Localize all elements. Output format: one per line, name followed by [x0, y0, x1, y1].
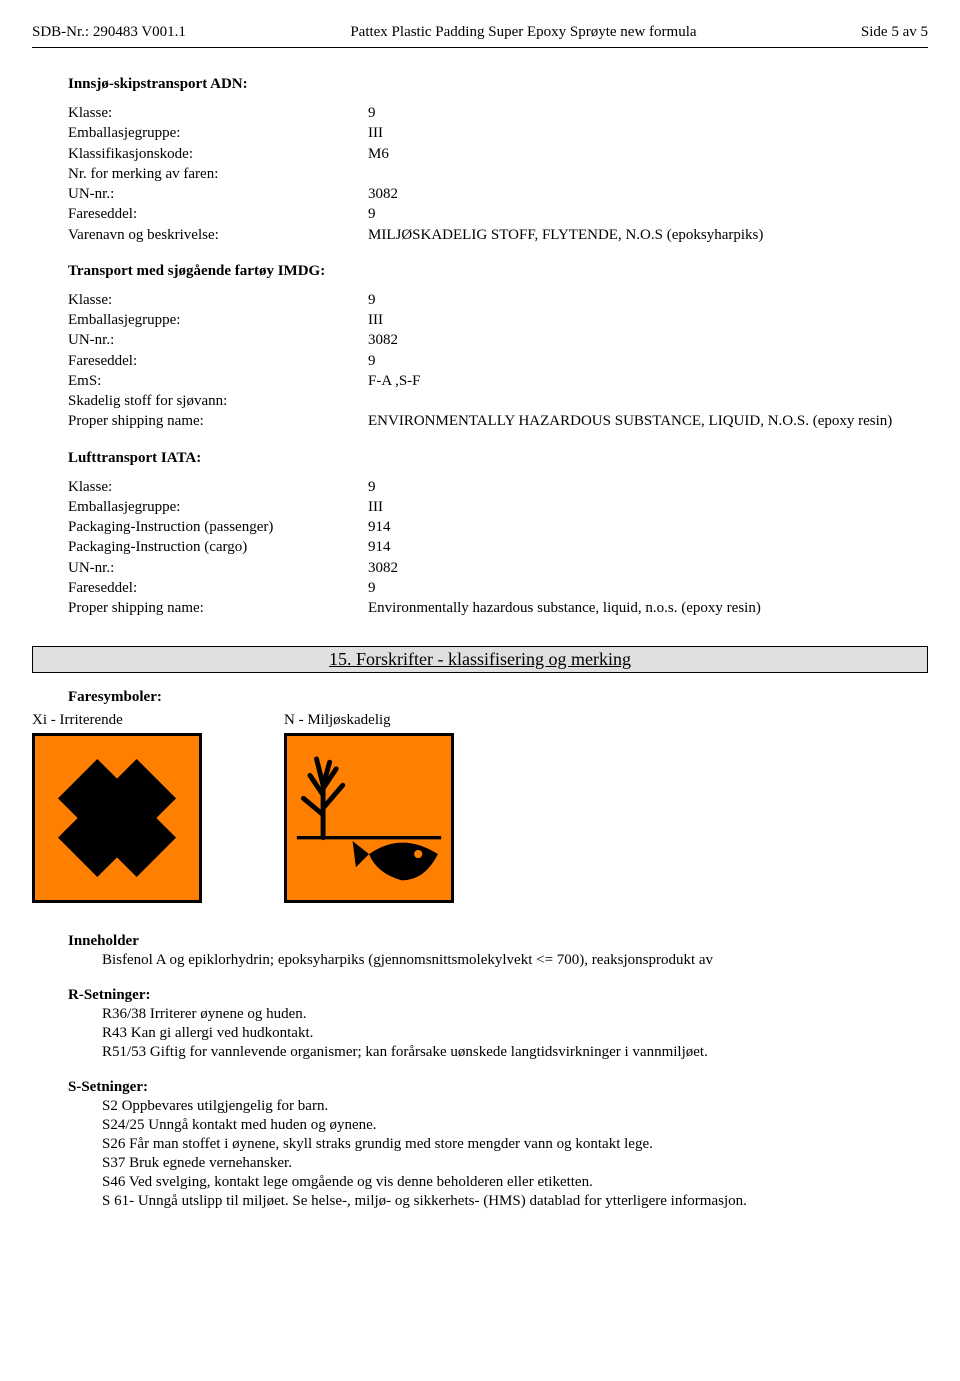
adn-value-2: M6	[368, 144, 928, 164]
hazard-symbol-irritant	[32, 733, 202, 903]
adn-label-4: UN-nr.:	[68, 184, 368, 204]
imdg-label-5: Skadelig stoff for sjøvann:	[68, 391, 368, 411]
imdg-value-6: ENVIRONMENTALLY HAZARDOUS SUBSTANCE, LIQ…	[368, 411, 928, 431]
irritant-x-icon	[35, 736, 199, 900]
adn-label-5: Fareseddel:	[68, 204, 368, 224]
imdg-value-0: 9	[368, 290, 928, 310]
header-right: Side 5 av 5	[861, 24, 928, 41]
symbol-n-label: N - Miljøskadelig	[284, 712, 464, 729]
iata-label-0: Klasse:	[68, 477, 368, 497]
iata-value-4: 3082	[368, 558, 928, 578]
hazard-symbol-row: Xi - Irriterende N - Miljøskadelig	[32, 712, 928, 903]
iata-value-6: Environmentally hazardous substance, liq…	[368, 598, 928, 618]
hazard-symbol-environment	[284, 733, 454, 903]
iata-label-1: Emballasjegruppe:	[68, 497, 368, 517]
s-setninger-heading: S-Setninger:	[68, 1079, 928, 1096]
environment-hazard-icon	[287, 736, 451, 900]
iata-label-6: Proper shipping name:	[68, 598, 368, 618]
imdg-label-4: EmS:	[68, 371, 368, 391]
r-line-2: R51/53 Giftig for vannlevende organismer…	[102, 1044, 928, 1061]
imdg-value-2: 3082	[368, 330, 928, 350]
header-left: SDB-Nr.: 290483 V001.1	[32, 24, 186, 41]
iata-value-0: 9	[368, 477, 928, 497]
page-header: SDB-Nr.: 290483 V001.1 Pattex Plastic Pa…	[32, 24, 928, 41]
r-setninger-heading: R-Setninger:	[68, 987, 928, 1004]
imdg-value-3: 9	[368, 351, 928, 371]
adn-label-1: Emballasjegruppe:	[68, 123, 368, 143]
adn-value-0: 9	[368, 103, 928, 123]
iata-label-2: Packaging-Instruction (passenger)	[68, 517, 368, 537]
imdg-label-0: Klasse:	[68, 290, 368, 310]
imdg-value-4: F-A ,S-F	[368, 371, 928, 391]
adn-label-3: Nr. for merking av faren:	[68, 164, 368, 184]
adn-value-5: 9	[368, 204, 928, 224]
r-line-0: R36/38 Irriterer øynene og huden.	[102, 1006, 928, 1023]
s-line-0: S2 Oppbevares utilgjengelig for barn.	[102, 1098, 928, 1115]
s-line-5: S 61- Unngå utslipp til miljøet. Se hels…	[102, 1193, 928, 1210]
adn-label-0: Klasse:	[68, 103, 368, 123]
iata-label-4: UN-nr.:	[68, 558, 368, 578]
adn-value-3	[368, 164, 928, 184]
iata-label-3: Packaging-Instruction (cargo)	[68, 537, 368, 557]
s-line-3: S37 Bruk egnede vernehansker.	[102, 1155, 928, 1172]
header-divider	[32, 47, 928, 48]
adn-value-4: 3082	[368, 184, 928, 204]
iata-heading: Lufttransport IATA:	[68, 450, 928, 467]
iata-value-2: 914	[368, 517, 928, 537]
iata-value-1: III	[368, 497, 928, 517]
s-line-1: S24/25 Unngå kontakt med huden og øynene…	[102, 1117, 928, 1134]
adn-value-1: III	[368, 123, 928, 143]
iata-value-5: 9	[368, 578, 928, 598]
adn-label-2: Klassifikasjonskode:	[68, 144, 368, 164]
symbol-xi-label: Xi - Irriterende	[32, 712, 212, 729]
imdg-label-1: Emballasjegruppe:	[68, 310, 368, 330]
imdg-label-2: UN-nr.:	[68, 330, 368, 350]
imdg-label-3: Fareseddel:	[68, 351, 368, 371]
section-15-banner: 15. Forskrifter - klassifisering og merk…	[32, 646, 928, 673]
header-center: Pattex Plastic Padding Super Epoxy Sprøy…	[350, 24, 696, 41]
inneholder-heading: Inneholder	[68, 933, 928, 950]
adn-value-6: MILJØSKADELIG STOFF, FLYTENDE, N.O.S (ep…	[368, 225, 928, 245]
faresymboler-heading: Faresymboler:	[32, 689, 928, 706]
imdg-value-5	[368, 391, 928, 411]
s-line-2: S26 Får man stoffet i øynene, skyll stra…	[102, 1136, 928, 1153]
adn-heading: Innsjø-skipstransport ADN:	[68, 76, 928, 93]
section-15-title: 15. Forskrifter - klassifisering og merk…	[329, 649, 631, 669]
iata-value-3: 914	[368, 537, 928, 557]
r-line-1: R43 Kan gi allergi ved hudkontakt.	[102, 1025, 928, 1042]
iata-label-5: Fareseddel:	[68, 578, 368, 598]
imdg-label-6: Proper shipping name:	[68, 411, 368, 431]
inneholder-text: Bisfenol A og epiklorhydrin; epoksyharpi…	[102, 952, 928, 969]
adn-label-6: Varenavn og beskrivelse:	[68, 225, 368, 245]
imdg-value-1: III	[368, 310, 928, 330]
imdg-heading: Transport med sjøgående fartøy IMDG:	[68, 263, 928, 280]
s-line-4: S46 Ved svelging, kontakt lege omgående …	[102, 1174, 928, 1191]
